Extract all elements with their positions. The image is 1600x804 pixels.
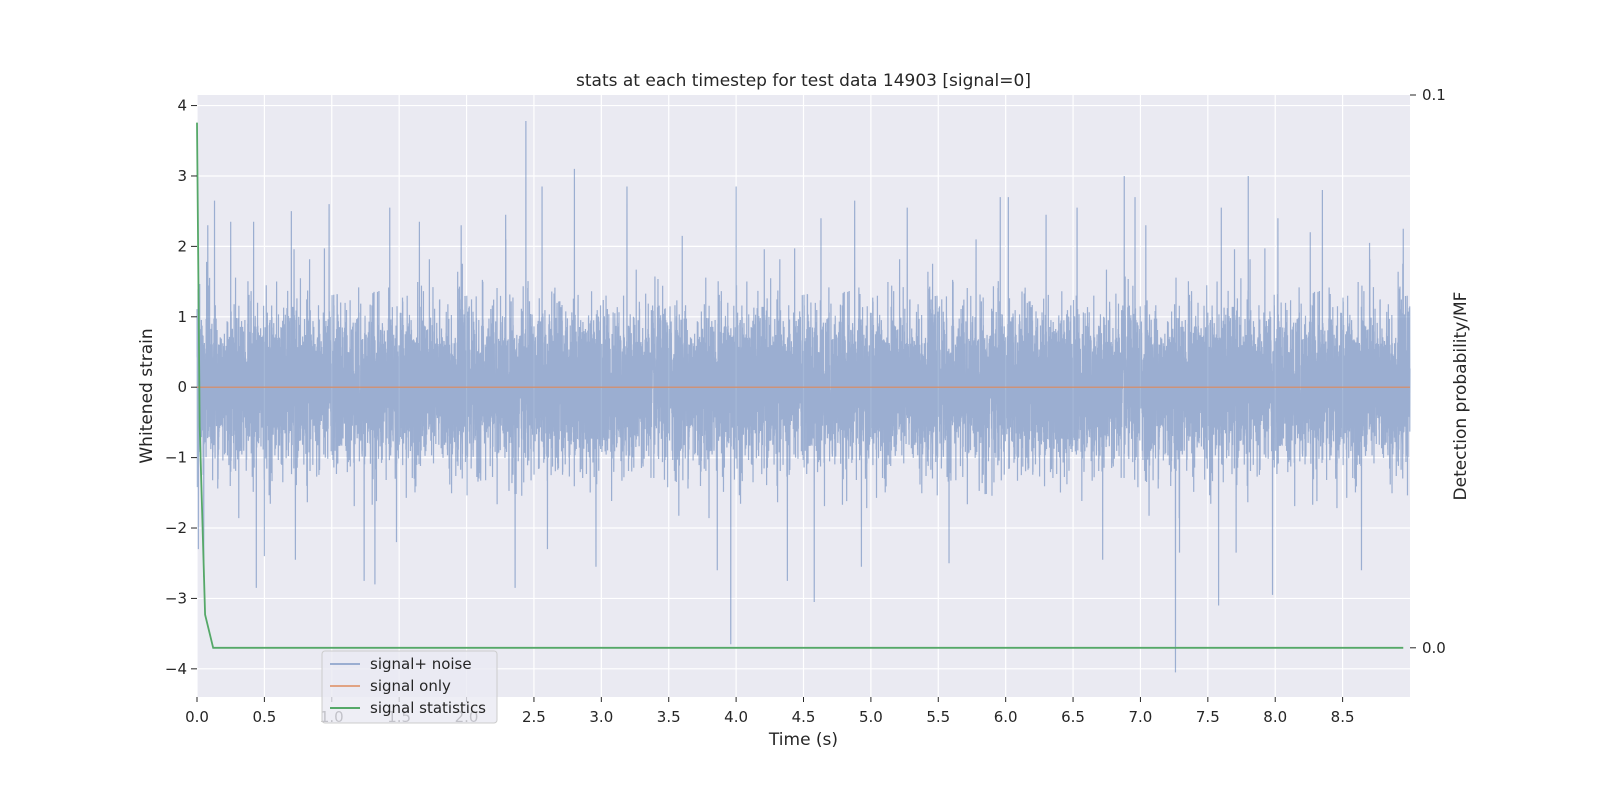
x-tick-label: 2.5 xyxy=(522,708,546,726)
series-signal-statistics xyxy=(196,122,1404,649)
x-tick-label: 8.5 xyxy=(1331,708,1355,726)
y-axis-right-ticks: 0.1 0.0 xyxy=(1410,86,1446,657)
y-tick-label: 0 xyxy=(177,378,187,396)
x-tick-label: 0.5 xyxy=(252,708,276,726)
x-tick-label: 5.0 xyxy=(859,708,883,726)
series-line-signal-statistics xyxy=(196,122,1404,649)
legend-label-signal-only: signal only xyxy=(370,677,451,695)
y-tick-label: −1 xyxy=(165,449,187,467)
x-tick-label: 4.0 xyxy=(724,708,748,726)
x-tick-label: 4.5 xyxy=(792,708,816,726)
y-tick-label: −4 xyxy=(165,660,187,678)
x-tick-label: 8.0 xyxy=(1263,708,1287,726)
y-right-tick-label: 0.0 xyxy=(1422,639,1446,657)
x-axis-ticks: 0.00.51.01.52.02.53.03.54.04.55.05.56.06… xyxy=(185,697,1355,726)
x-tick-label: 5.5 xyxy=(926,708,950,726)
y-tick-label: 2 xyxy=(177,237,187,255)
y-tick-label: −2 xyxy=(165,519,187,537)
y-tick-label: 3 xyxy=(177,167,187,185)
chart-title: stats at each timestep for test data 149… xyxy=(576,71,1031,91)
x-tick-label: 3.0 xyxy=(589,708,613,726)
legend-label-signal-statistics: signal statistics xyxy=(370,699,486,717)
y-tick-label: 4 xyxy=(177,97,187,115)
y-tick-label: 1 xyxy=(177,308,187,326)
y-axis-ticks: 4 3 2 1 0 −1 −2 −3 −4 xyxy=(165,97,197,678)
legend-label-signal-noise: signal+ noise xyxy=(370,655,472,673)
legend: signal+ noise signal only signal statist… xyxy=(321,650,498,724)
x-tick-label: 7.5 xyxy=(1196,708,1220,726)
y-axis-right-label: Detection probability/MF xyxy=(1451,292,1471,501)
y-tick-label: −3 xyxy=(165,589,187,607)
x-tick-label: 3.5 xyxy=(657,708,681,726)
y-axis-label: Whitened strain xyxy=(137,328,157,463)
x-tick-label: 6.5 xyxy=(1061,708,1085,726)
x-tick-label: 0.0 xyxy=(185,708,209,726)
x-axis-label: Time (s) xyxy=(768,730,838,750)
x-tick-label: 6.0 xyxy=(994,708,1018,726)
y-right-tick-label: 0.1 xyxy=(1422,86,1446,104)
x-tick-label: 7.0 xyxy=(1129,708,1153,726)
legend-box xyxy=(321,650,498,724)
